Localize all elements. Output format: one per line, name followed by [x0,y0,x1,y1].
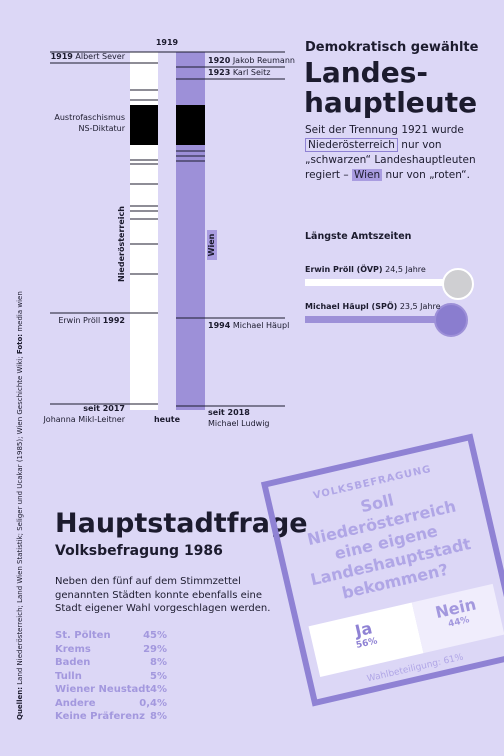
result-row: Tulln 5% [55,671,167,682]
result-row: Krems 29% [55,644,167,655]
city: St. Pölten [55,630,111,641]
share: 4% [150,684,167,695]
city: Krems [55,643,91,655]
label: seit 2017 [83,404,125,413]
text: Land Niederösterreich; Land Wien Statist… [16,356,24,685]
label: Austrofaschismus [54,113,125,122]
label: seit 2018 [208,408,250,417]
name: Michael Häupl (SPÖ) [305,302,398,311]
term: Michael Häupl (SPÖ) 23,5 Jahre [305,302,441,312]
dictatorship-block [176,105,205,145]
city: Keine Präferenz [55,711,145,722]
haeupl-photo [434,303,468,337]
share: 8% [150,711,167,722]
label: 1920 Jakob Reumann [208,56,295,66]
text: nur von „roten“. [385,169,470,181]
text: Foto: [16,333,24,355]
share: 0,4% [139,697,167,709]
intro: Seit der Trennung 1921 wurde Niederöster… [305,123,495,183]
result-row: Keine Präferenz 8% [55,711,167,722]
year: 1992 [102,316,125,325]
wien-label: Wien [207,230,217,260]
haeupl-bar [305,316,440,323]
city: Baden [55,657,91,668]
result-row: Andere 0,4% [55,698,167,709]
today: heute [153,415,181,424]
year: 1919 [50,52,73,61]
proell-photo [442,268,474,300]
duration: 24,5 Jahre [385,265,426,274]
label: Johanna Mikl-Leitner [43,415,125,424]
result-row: Baden 8% [55,657,167,668]
name: Erwin Pröll (ÖVP) [305,265,383,274]
title: Landes- [304,56,428,89]
result-row: Wiener Neustadt 4% [55,684,167,695]
title: hauptleute [304,86,478,119]
city: Tulln [55,670,82,682]
duration: 23,5 Jahre [399,302,441,311]
kicker: Demokratisch gewählte [305,40,479,55]
name: Karl Seitz [232,68,271,77]
text: media wien [16,291,24,332]
text: Seit der Trennung 1921 wurde [305,124,464,136]
label: NS-Diktatur [78,124,126,133]
result-row: St. Pölten 45% [55,630,167,641]
label: Erwin Pröll 1992 [30,316,125,326]
sources: Quellen: Land Niederösterreich; Land Wie… [15,291,25,720]
timeline-top: 1919 [155,38,179,47]
name: Erwin Pröll [58,316,101,325]
share: 5% [150,670,167,682]
name: Jakob Reumann [232,56,295,65]
text: Quellen: [16,686,24,720]
highlight: Wien [351,169,383,181]
year: 1994 [208,321,231,330]
city: Andere [55,697,96,709]
text: nur von „schwarzen“ Landeshauptleuten re… [305,139,476,181]
proell-bar [305,279,448,286]
share: 45% [143,630,167,641]
poll-text: Neben den fünf auf dem Stimmzettel genan… [55,576,271,614]
term: Erwin Pröll (ÖVP) 24,5 Jahre [305,265,426,275]
name: Albert Sever [75,52,125,61]
poll-title: Hauptstadtfrage [55,508,308,539]
poll-subtitle: Volksbefragung 1986 [55,543,223,559]
year: 1923 [208,68,231,77]
city: Wiener Neustadt [55,684,151,695]
share: 29% [143,643,167,655]
section-title: Längste Amtszeiten [305,231,412,242]
highlight: Niederösterreich [305,138,398,152]
noe-label: Niederösterreich [117,206,126,282]
name: Michael Häupl [232,321,290,330]
label: 1994 Michael Häupl [208,321,289,331]
year: 1920 [208,56,231,65]
share: 8% [150,657,167,668]
no-box: Nein 44% [411,583,504,654]
dictatorship-block [130,105,158,145]
label: 1923 Karl Seitz [208,68,270,78]
timeline-lines [50,51,285,407]
label: Michael Ludwig [208,419,270,428]
label: 1919 Albert Sever [40,52,125,62]
